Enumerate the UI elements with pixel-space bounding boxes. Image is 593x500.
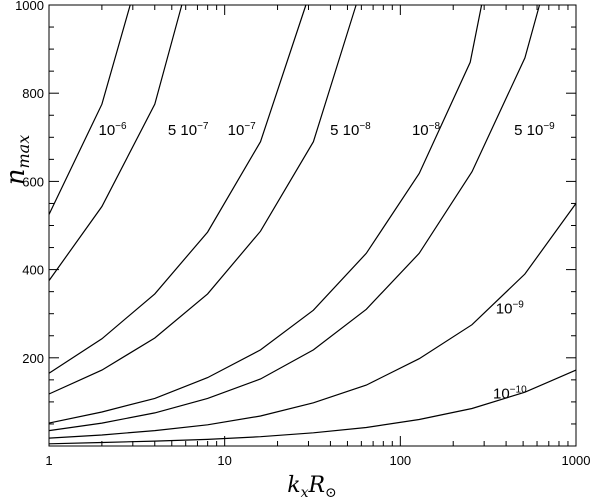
- plot-frame: [48, 4, 577, 447]
- curve-label-base: 10: [493, 385, 510, 402]
- x-tick-label: 1000: [562, 453, 591, 468]
- curve: [48, 4, 357, 395]
- y-tick-label: 200: [22, 351, 44, 366]
- curve: [48, 203, 577, 439]
- curve-label: 10−10: [493, 384, 527, 402]
- curve: [48, 4, 541, 432]
- curves: [48, 4, 577, 445]
- curve: [48, 4, 483, 424]
- y-axis-title: nmax: [1, 135, 33, 185]
- curve-label-exponent: −9: [543, 121, 555, 132]
- curve-label-exponent: −8: [429, 121, 441, 132]
- curve-label-base: 10: [496, 301, 513, 318]
- curve-label: 5 10−8: [330, 121, 371, 139]
- curve-label: 10−9: [496, 300, 525, 318]
- axis-ticks: [49, 5, 576, 446]
- curve-label: 5 10−7: [168, 121, 209, 139]
- curve-label-exponent: −7: [244, 121, 256, 132]
- x-axis-title-mid: R: [307, 473, 325, 498]
- y-tick-label: 1000: [15, 0, 44, 13]
- curve-label-base: 5 10: [514, 122, 543, 139]
- x-tick-label: 100: [389, 453, 411, 468]
- x-axis-title-sub2: ⊙: [325, 485, 337, 500]
- curve-label-exponent: −6: [115, 121, 127, 132]
- curve: [48, 369, 577, 445]
- x-tick-label: 10: [217, 453, 231, 468]
- curve-label-base: 5 10: [330, 122, 359, 139]
- y-tick-label: 600: [22, 174, 44, 189]
- curve-label-exponent: −9: [512, 300, 524, 311]
- curve: [48, 4, 183, 281]
- curve-label: 10−8: [412, 121, 441, 139]
- curve-label-base: 10: [98, 122, 115, 139]
- x-axis-title-main: k: [287, 473, 300, 498]
- y-tick-label: 400: [22, 263, 44, 278]
- x-axis-title: kxR⊙: [287, 473, 337, 500]
- curve-label-exponent: −7: [197, 121, 209, 132]
- x-tick-label: 1: [45, 453, 52, 468]
- curve-label: 10−7: [228, 121, 257, 139]
- curve: [48, 4, 131, 215]
- x-axis-title-sub1: x: [301, 485, 309, 500]
- y-tick-label: 800: [22, 86, 44, 101]
- curve-label-base: 5 10: [168, 122, 197, 139]
- tick-labels: 1 10 100 1000 200 400 600 800 1000: [15, 0, 590, 468]
- y-axis-title-main: n: [1, 168, 31, 185]
- curve-label-exponent: −8: [359, 121, 371, 132]
- y-axis-title-sub: max: [14, 135, 33, 169]
- curve-label-exponent: −10: [510, 384, 527, 395]
- curve-label-base: 10: [412, 122, 429, 139]
- curve: [48, 4, 307, 374]
- curve-label: 5 10−9: [514, 121, 555, 139]
- curve-labels: 10−6 5 10−7 10−7 5 10−8 10−8 5 10−910−910−10: [98, 121, 555, 402]
- curve-label: 10−6: [98, 121, 127, 139]
- curve-label-base: 10: [228, 122, 245, 139]
